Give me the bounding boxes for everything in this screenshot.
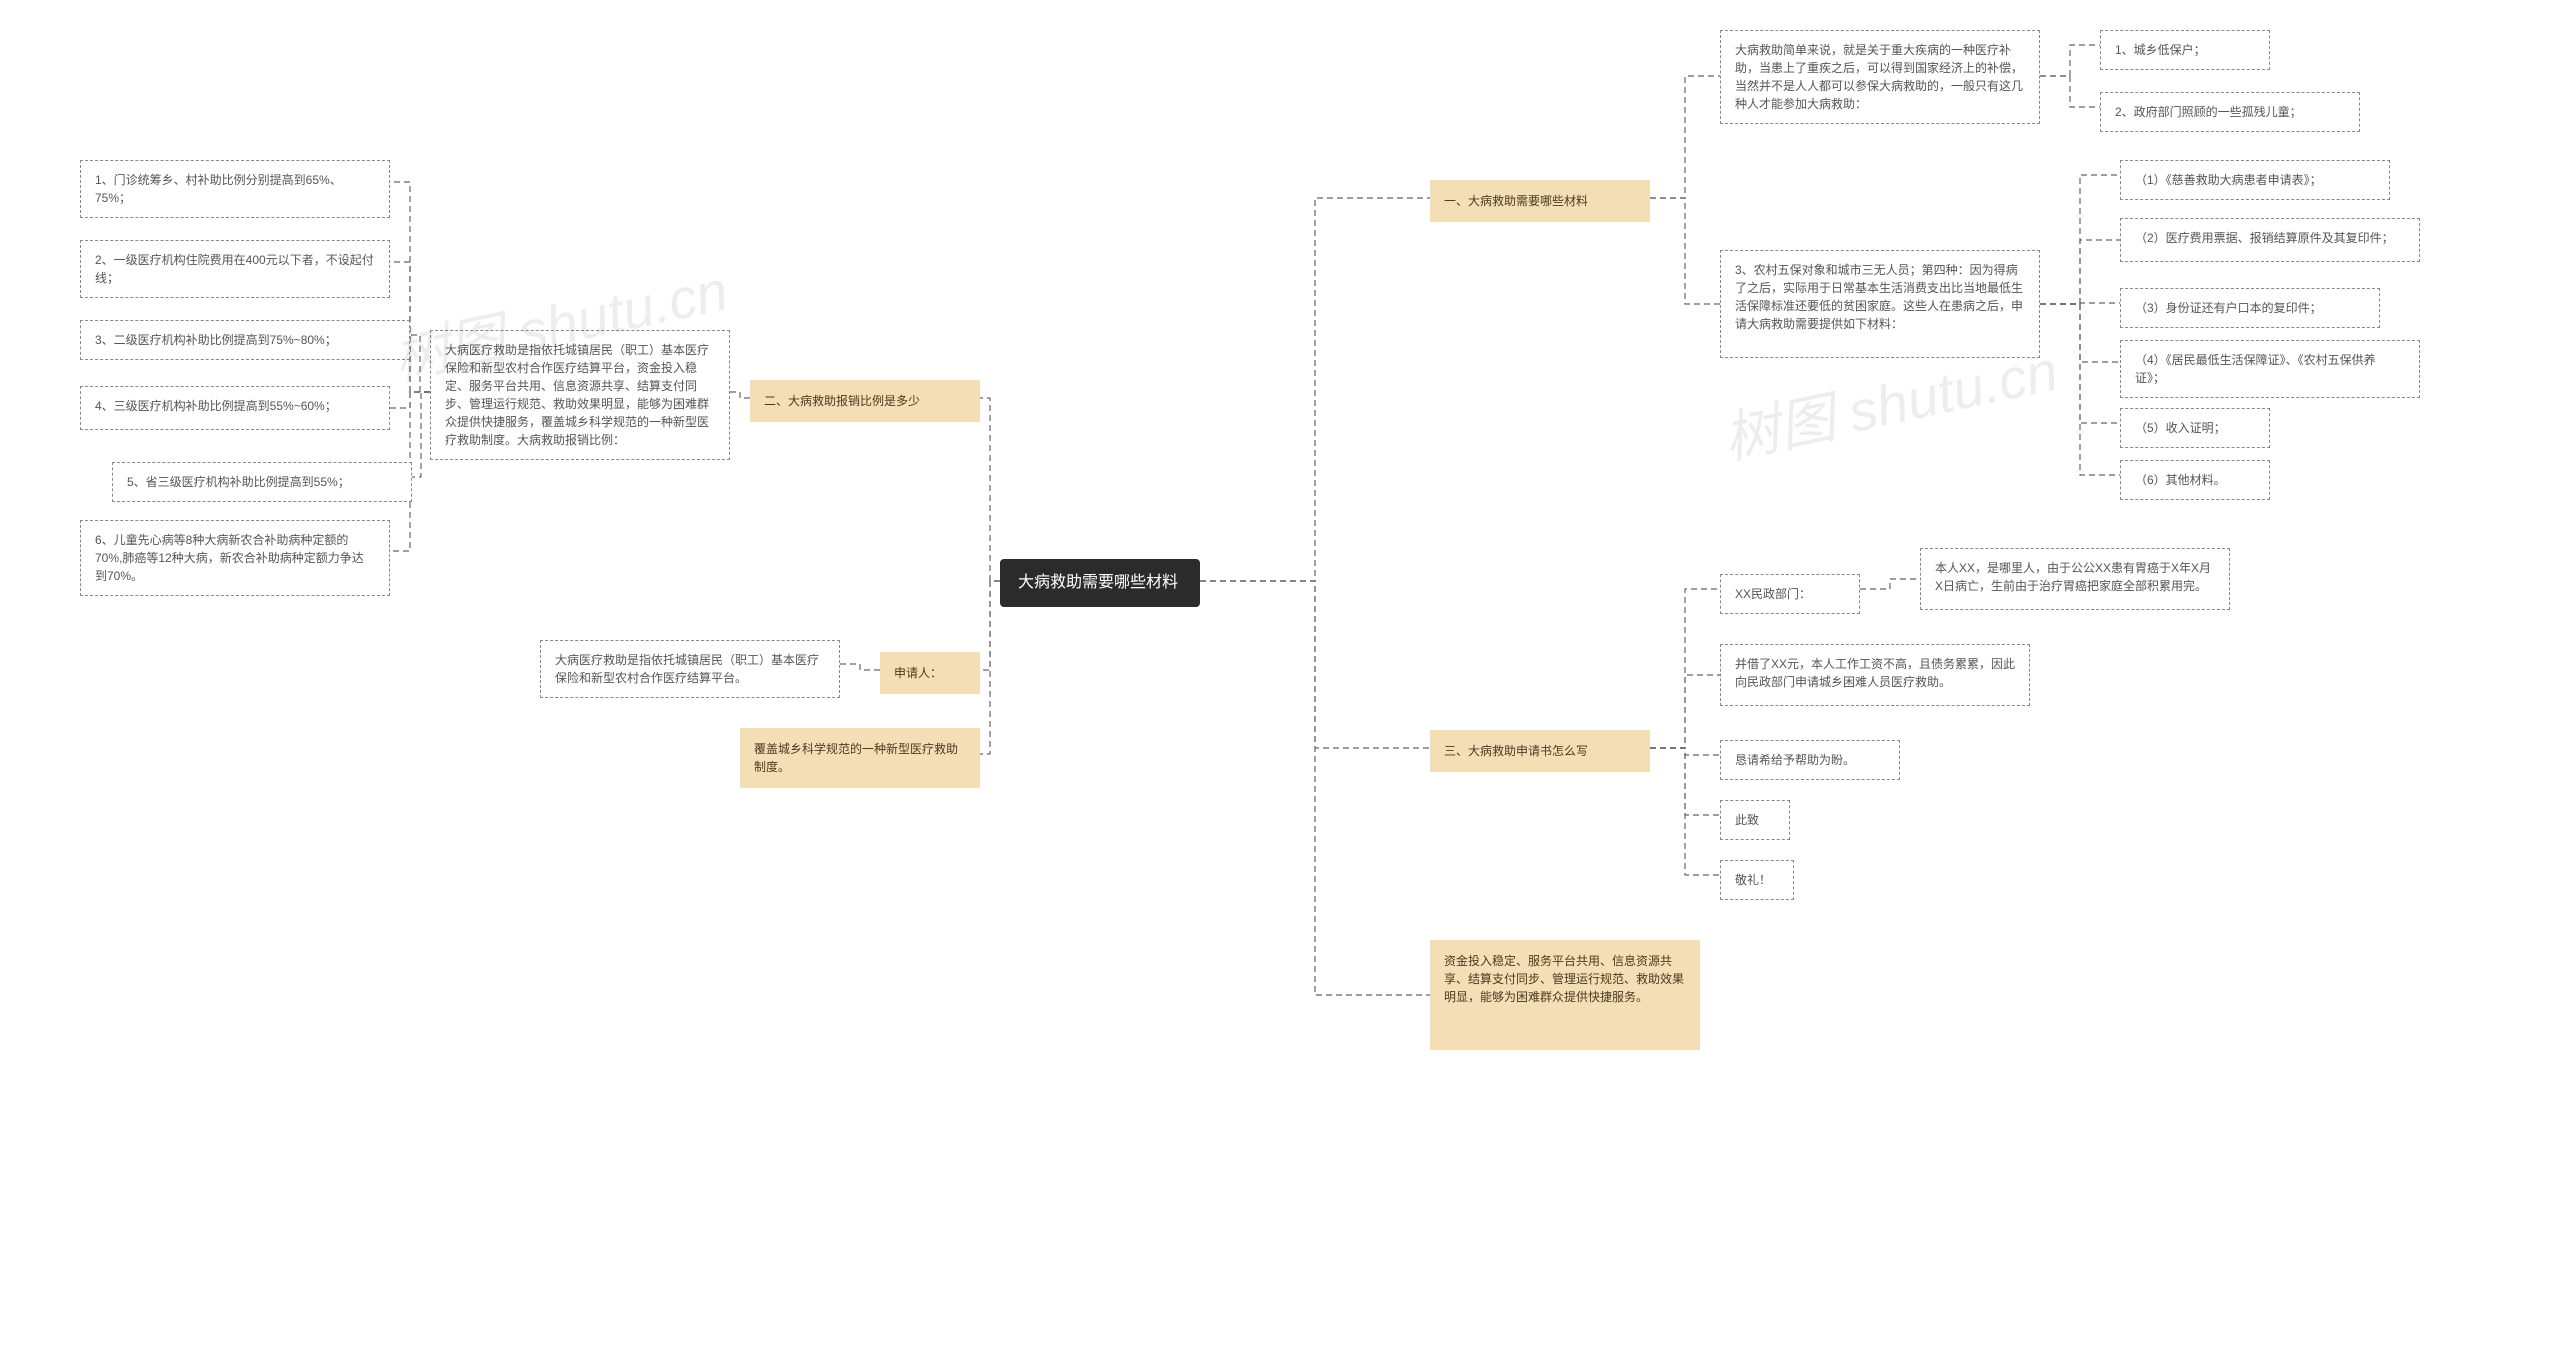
mindmap-node[interactable]: 3、农村五保对象和城市三无人员；第四种：因为得病了之后，实际用于日常基本生活消费… [1720,250,2040,358]
mindmap-node[interactable]: 此致 [1720,800,1790,840]
mindmap-node[interactable]: （4）《居民最低生活保障证》、《农村五保供养证》； [2120,340,2420,398]
connector [1860,579,1920,589]
connector [730,392,750,398]
mindmap-node[interactable]: 6、儿童先心病等8种大病新农合补助病种定额的70%,肺癌等12种大病，新农合补助… [80,520,390,596]
connector [2040,45,2100,76]
mindmap-node[interactable]: 4、三级医疗机构补助比例提高到55%~60%； [80,386,390,430]
mindmap-node[interactable]: （1）《慈善救助大病患者申请表》； [2120,160,2390,200]
connector [1650,76,1720,198]
connector [1650,748,1720,755]
mindmap-node[interactable]: 大病医疗救助是指依托城镇居民（职工）基本医疗保险和新型农村合作医疗结算平台。 [540,640,840,698]
connector [1200,581,1430,995]
mindmap-node[interactable]: 2、政府部门照顾的一些孤残儿童； [2100,92,2360,132]
connector [2040,76,2100,107]
connector [980,581,1000,670]
mindmap-node[interactable]: 二、大病救助报销比例是多少 [750,380,980,422]
mindmap-root[interactable]: 大病救助需要哪些材料 [1000,559,1200,607]
mindmap-node[interactable]: （5）收入证明； [2120,408,2270,448]
connector [1200,198,1430,581]
connector [390,392,430,408]
mindmap-node[interactable]: 1、城乡低保户； [2100,30,2270,70]
connector [2040,240,2120,304]
mindmap-node[interactable]: 覆盖城乡科学规范的一种新型医疗救助制度。 [740,728,980,788]
connector [1650,198,1720,304]
mindmap-node[interactable]: 大病医疗救助是指依托城镇居民（职工）基本医疗保险和新型农村合作医疗结算平台，资金… [430,330,730,460]
connector [840,664,880,670]
connector [410,335,430,392]
mindmap-node[interactable]: 一、大病救助需要哪些材料 [1430,180,1650,222]
mindmap-canvas: 大病救助需要哪些材料 一、大病救助需要哪些材料 大病救助简单来说，就是关于重大疾病的… [0,0,2560,1346]
mindmap-node[interactable]: 本人XX，是哪里人，由于公公XX患有胃癌于X年X月X日病亡，生前由于治疗胃癌把家… [1920,548,2230,610]
mindmap-node[interactable]: 5、省三级医疗机构补助比例提高到55%； [112,462,412,502]
connector [1650,748,1720,875]
mindmap-node[interactable]: 大病救助简单来说，就是关于重大疾病的一种医疗补助，当患上了重疾之后，可以得到国家… [1720,30,2040,124]
mindmap-node[interactable]: 并借了XX元，本人工作工资不高，且债务累累，因此向民政部门申请城乡困难人员医疗救… [1720,644,2030,706]
connector [1650,675,1720,748]
mindmap-node[interactable]: （3）身份证还有户口本的复印件； [2120,288,2380,328]
mindmap-node[interactable]: 资金投入稳定、服务平台共用、信息资源共享、结算支付同步、管理运行规范、救助效果明… [1430,940,1700,1050]
mindmap-node[interactable]: 1、门诊统筹乡、村补助比例分别提高到65%、75%； [80,160,390,218]
connector [2040,304,2120,362]
mindmap-node[interactable]: 敬礼！ [1720,860,1794,900]
mindmap-node[interactable]: 3、二级医疗机构补助比例提高到75%~80%； [80,320,410,360]
connector [2040,303,2120,304]
mindmap-node[interactable]: 三、大病救助申请书怎么写 [1430,730,1650,772]
mindmap-node[interactable]: 申请人： [880,652,980,694]
connector [980,398,1000,581]
connector [2040,304,2120,423]
connector [1650,748,1720,815]
connector [1200,581,1430,748]
mindmap-node[interactable]: 恳请希给予帮助为盼。 [1720,740,1900,780]
mindmap-node[interactable]: XX民政部门： [1720,574,1860,614]
mindmap-node[interactable]: （6）其他材料。 [2120,460,2270,500]
connector [412,392,430,477]
mindmap-node[interactable]: （2）医疗费用票据、报销结算原件及其复印件； [2120,218,2420,262]
mindmap-node[interactable]: 2、一级医疗机构住院费用在400元以下者，不设起付线； [80,240,390,298]
connector [2040,304,2120,475]
connector [2040,175,2120,304]
connector [1650,589,1720,748]
connector [390,182,430,392]
connector [980,581,1000,754]
